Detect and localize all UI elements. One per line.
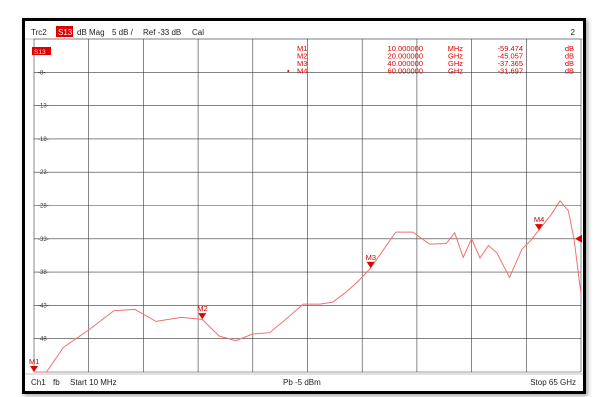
format-label[interactable]: dB Mag — [77, 28, 105, 37]
marker-table-vunit: dB — [565, 67, 574, 76]
marker-table-freq: 60.000000 — [388, 67, 423, 76]
grid — [33, 38, 582, 373]
channel-label[interactable]: Ch1 — [31, 378, 46, 387]
marker-triangle-m3[interactable] — [366, 261, 375, 268]
ref-level-arrow[interactable] — [575, 234, 582, 243]
marker-table-vunit: dB — [565, 44, 574, 53]
y-tick-label: -13- — [38, 104, 49, 110]
analyzer-display: Trc2 S13 dB Mag 5 dB / Ref -33 dB Cal 2 … — [22, 18, 586, 394]
marker-label-m1[interactable]: M1 — [29, 357, 39, 366]
y-tick-label: -43- — [38, 303, 49, 309]
scale-label[interactable]: 5 dB / — [112, 28, 134, 37]
channel-badge: 2 — [571, 28, 576, 37]
marker-label-m3[interactable]: M3 — [366, 253, 376, 262]
cal-label: Cal — [192, 28, 204, 37]
y-tick-label: -33- — [38, 237, 49, 243]
y-tick-label: -28- — [38, 204, 49, 210]
marker-table-freq: 20.000000 — [388, 52, 423, 61]
marker-table-name: M2 — [297, 52, 307, 61]
marker-table-value: -45.057 — [498, 52, 523, 61]
marker-table-unit: MHz — [448, 44, 464, 53]
start-frequency[interactable]: Start 10 MHz — [70, 378, 117, 387]
y-tick-label: -18- — [38, 137, 49, 143]
ref-label[interactable]: Ref -33 dB — [143, 28, 181, 37]
trace-param-badge[interactable]: S13 — [58, 28, 73, 37]
source-power[interactable]: Pb -5 dBm — [283, 378, 321, 387]
marker-table: M1 10.000000 MHz -59.474 dB M2 20.000000 GHz -45… — [287, 44, 574, 76]
y-tick-labels: -8- -13- -18- -23- -28- -33- -38- -43- -48- — [38, 70, 49, 342]
marker-triangle-m2[interactable] — [198, 313, 207, 320]
marker-table-unit: GHz — [448, 52, 463, 61]
marker-table-name: M1 — [297, 44, 307, 53]
marker-table-freq: 10.000000 — [388, 44, 423, 53]
marker-table-vunit: dB — [565, 52, 574, 61]
active-marker-indicator: • — [287, 67, 290, 76]
stop-frequency[interactable]: Stop 65 GHz — [530, 378, 576, 387]
marker-layer[interactable]: M1 M2 M3 M4 — [29, 215, 582, 372]
marker-table-unit: GHz — [448, 67, 463, 76]
ref-param-badge-bg — [32, 47, 51, 55]
marker-triangle-m4[interactable] — [534, 224, 543, 231]
y-tick-label: -48- — [38, 337, 49, 343]
marker-label-m2[interactable]: M2 — [197, 304, 207, 313]
marker-table-name: M3 — [297, 59, 307, 68]
fb-label: fb — [53, 378, 60, 387]
ref-param-badge: S13 — [34, 49, 46, 56]
marker-table-value: -59.474 — [498, 44, 523, 53]
marker-table-freq: 40.000000 — [388, 59, 423, 68]
marker-table-unit: GHz — [448, 59, 463, 68]
y-tick-label: -8- — [38, 70, 45, 76]
marker-table-name: M4 — [297, 67, 307, 76]
trace-param-badge-bg — [56, 26, 73, 37]
marker-table-vunit: dB — [565, 59, 574, 68]
trace-line[interactable] — [34, 199, 582, 373]
trace-plot[interactable]: Trc2 S13 dB Mag 5 dB / Ref -33 dB Cal 2 … — [25, 21, 583, 391]
marker-triangle-m1[interactable] — [30, 366, 38, 372]
marker-table-value: -31.697 — [498, 67, 523, 76]
y-tick-label: -38- — [38, 270, 49, 276]
marker-label-m4[interactable]: M4 — [534, 215, 544, 224]
y-tick-label: -23- — [38, 170, 49, 176]
trace-name[interactable]: Trc2 — [31, 28, 47, 37]
marker-table-value: -37.365 — [498, 59, 523, 68]
